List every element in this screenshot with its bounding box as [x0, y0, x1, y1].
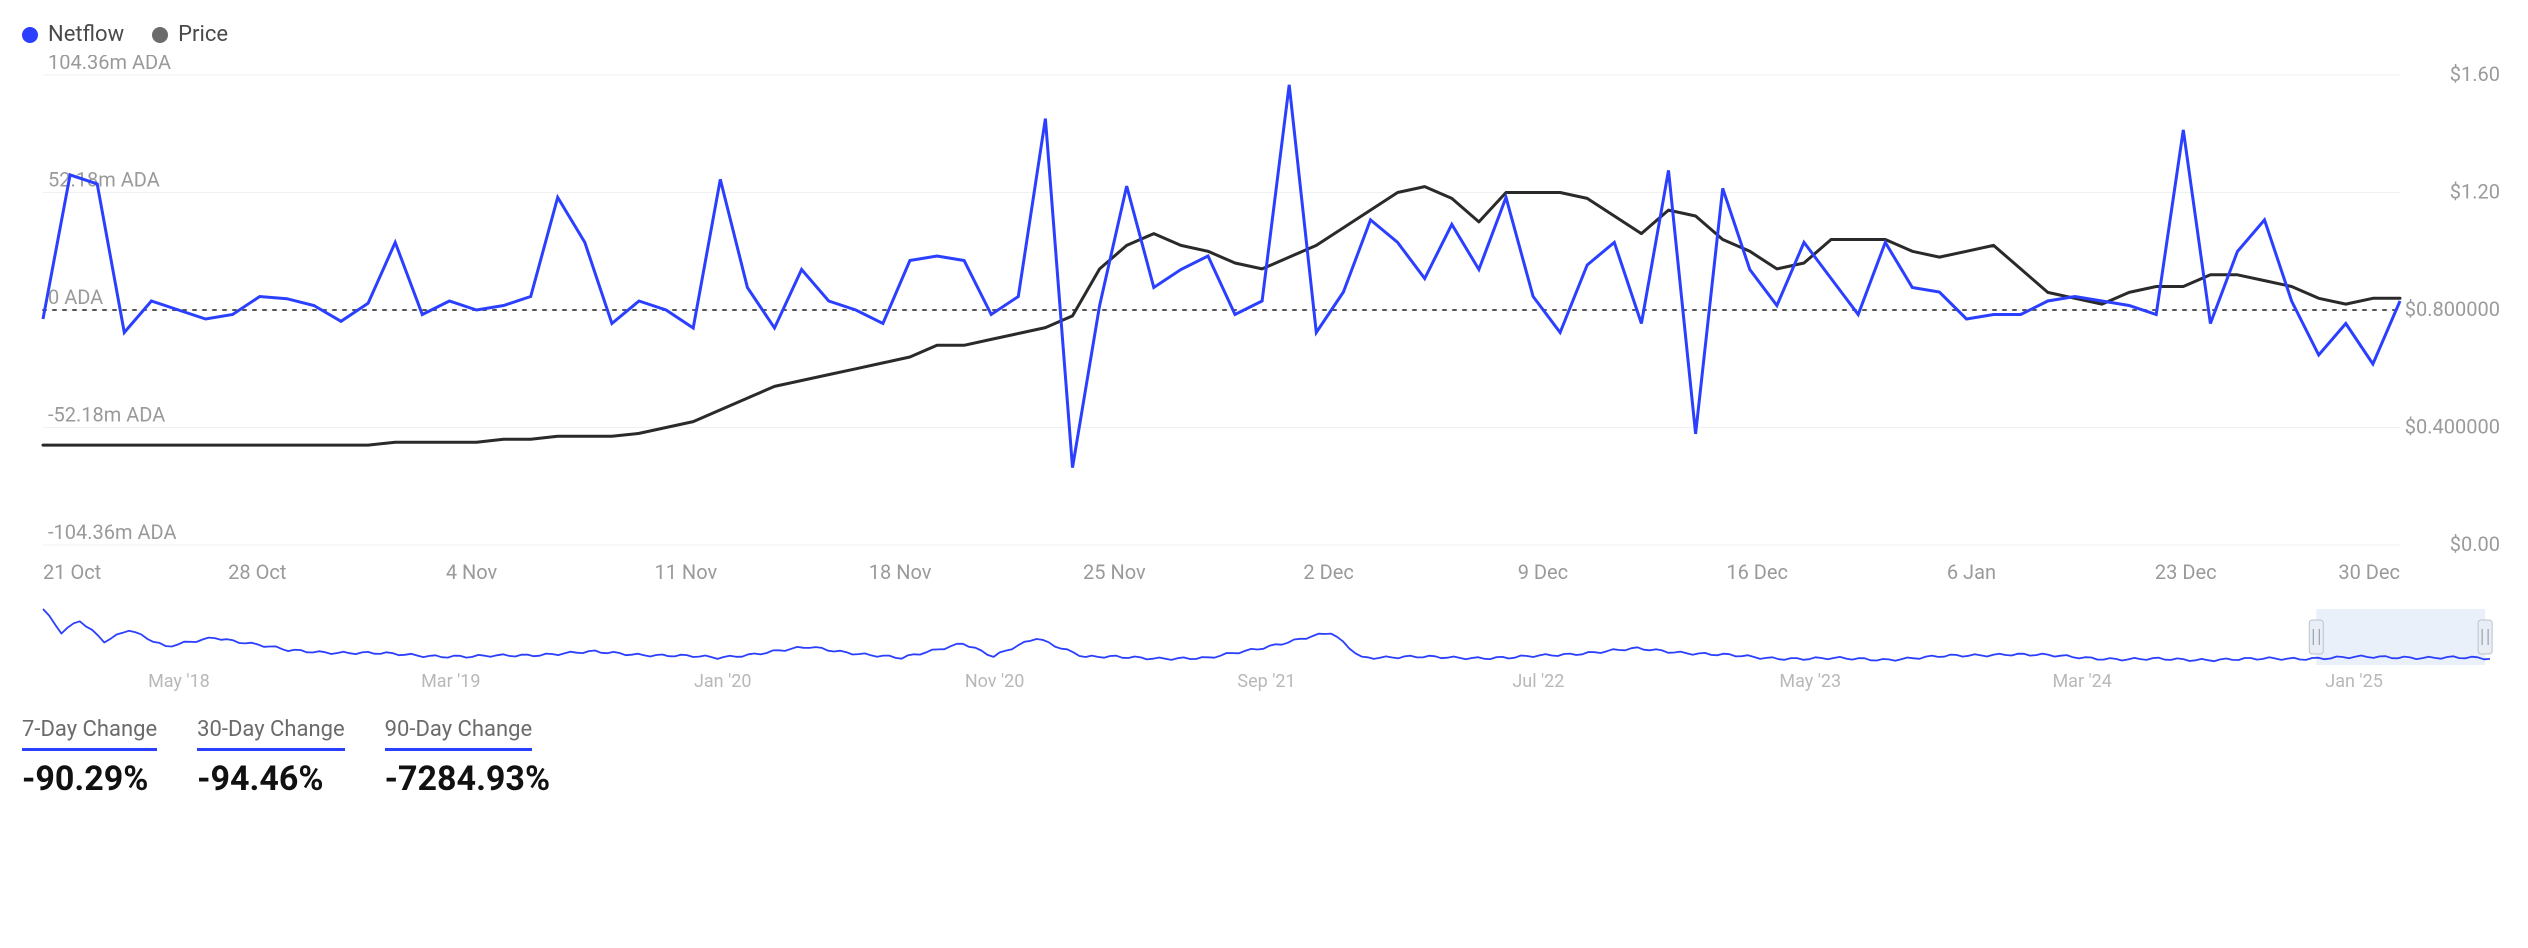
- change-30day[interactable]: 30-Day Change -94.46%: [197, 717, 345, 799]
- svg-text:11 Nov: 11 Nov: [654, 560, 717, 584]
- svg-text:104.36m ADA: 104.36m ADA: [48, 55, 171, 74]
- svg-text:$0.00: $0.00: [2450, 532, 2500, 556]
- svg-text:Jan '25: Jan '25: [2325, 671, 2383, 692]
- legend-label-netflow: Netflow: [48, 22, 124, 47]
- svg-text:Mar '19: Mar '19: [421, 671, 480, 692]
- change-7day-value: -90.29%: [22, 759, 157, 799]
- navigator-handle[interactable]: [2309, 620, 2323, 654]
- svg-text:Jan '20: Jan '20: [694, 671, 752, 692]
- legend-dot-price: [152, 27, 168, 43]
- navigator-handle[interactable]: [2478, 620, 2492, 654]
- svg-text:28 Oct: 28 Oct: [228, 560, 286, 584]
- change-30day-value: -94.46%: [197, 759, 345, 799]
- svg-text:$0.800000: $0.800000: [2405, 297, 2500, 321]
- legend: Netflow Price: [18, 10, 2510, 55]
- main-chart-svg: 104.36m ADA 52.18m ADA 0 ADA -52.18m ADA -10…: [18, 55, 2510, 595]
- svg-text:4 Nov: 4 Nov: [446, 560, 498, 584]
- svg-text:23 Dec: 23 Dec: [2155, 560, 2217, 584]
- svg-text:-104.36m ADA: -104.36m ADA: [48, 520, 177, 544]
- svg-text:52.18m ADA: 52.18m ADA: [48, 168, 160, 192]
- change-90day-value: -7284.93%: [385, 759, 550, 799]
- svg-text:Jul '22: Jul '22: [1512, 671, 1564, 692]
- change-7day[interactable]: 7-Day Change -90.29%: [22, 717, 157, 799]
- change-90day[interactable]: 90-Day Change -7284.93%: [385, 717, 550, 799]
- change-30day-label: 30-Day Change: [197, 717, 345, 751]
- svg-text:$0.400000: $0.400000: [2405, 415, 2500, 439]
- svg-text:0 ADA: 0 ADA: [48, 285, 103, 309]
- svg-text:16 Dec: 16 Dec: [1726, 560, 1788, 584]
- svg-text:Sep '21: Sep '21: [1237, 671, 1295, 692]
- legend-dot-netflow: [22, 27, 38, 43]
- change-stats: 7-Day Change -90.29% 30-Day Change -94.4…: [18, 717, 2510, 799]
- svg-text:18 Nov: 18 Nov: [869, 560, 932, 584]
- svg-text:6 Jan: 6 Jan: [1947, 560, 1996, 584]
- svg-text:9 Dec: 9 Dec: [1518, 560, 1568, 584]
- svg-text:$1.60: $1.60: [2450, 62, 2500, 86]
- change-7day-label: 7-Day Change: [22, 717, 157, 751]
- svg-text:Nov '20: Nov '20: [965, 671, 1025, 692]
- legend-label-price: Price: [178, 22, 228, 47]
- svg-text:2 Dec: 2 Dec: [1303, 560, 1353, 584]
- legend-item-netflow[interactable]: Netflow: [22, 22, 124, 47]
- svg-text:21 Oct: 21 Oct: [43, 560, 101, 584]
- svg-text:25 Nov: 25 Nov: [1083, 560, 1146, 584]
- legend-item-price[interactable]: Price: [152, 22, 228, 47]
- svg-text:30 Dec: 30 Dec: [2338, 560, 2400, 584]
- svg-text:Mar '24: Mar '24: [2052, 671, 2111, 692]
- change-90day-label: 90-Day Change: [385, 717, 533, 751]
- navigator-chart-svg: May '18 Mar '19 Jan '20 Nov '20 Sep '21 Jul '…: [18, 605, 2510, 695]
- svg-text:May '18: May '18: [148, 671, 210, 692]
- svg-text:-52.18m ADA: -52.18m ADA: [48, 403, 165, 427]
- main-chart[interactable]: 104.36m ADA 52.18m ADA 0 ADA -52.18m ADA -10…: [18, 55, 2510, 595]
- navigator-chart[interactable]: May '18 Mar '19 Jan '20 Nov '20 Sep '21 Jul '…: [18, 605, 2510, 695]
- svg-text:May '23: May '23: [1779, 671, 1841, 692]
- svg-text:$1.20: $1.20: [2450, 180, 2500, 204]
